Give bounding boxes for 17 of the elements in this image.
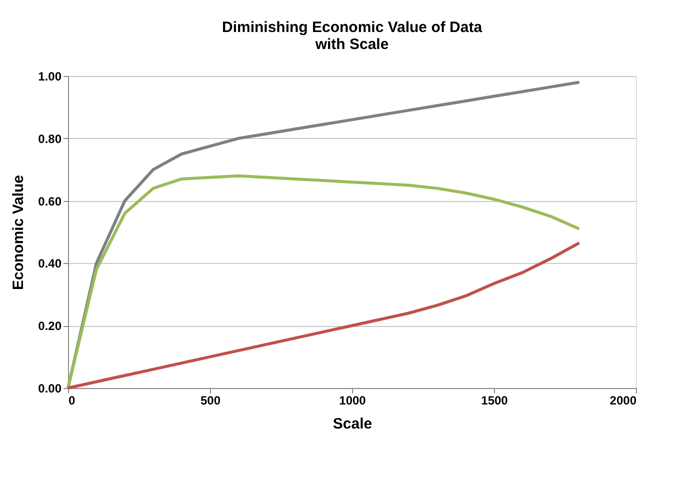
x-tick-label: 0	[68, 394, 76, 408]
y-tick-label: 0.40	[38, 256, 62, 271]
line-series	[66, 174, 581, 390]
y-axis-title: Economic Value	[10, 174, 28, 290]
x-tick-label: 1000	[339, 394, 366, 408]
text: with Scale	[315, 36, 389, 53]
x-tick-label: 1500	[481, 394, 508, 408]
y-tick-label: 0.60	[38, 194, 62, 208]
text: Diminishing Economic Value of Data	[222, 19, 482, 36]
x-tick-label: 500	[200, 394, 221, 408]
line-series	[66, 241, 581, 390]
x-tick-label: 2000	[610, 394, 637, 408]
y-tick-label: 0.80	[38, 132, 62, 146]
x-axis-title: Scale	[332, 416, 372, 432]
y-tick-label: 1.00	[38, 70, 62, 84]
y-tick-label: 0.20	[38, 319, 62, 334]
y-tick-label: 0.00	[38, 382, 62, 396]
